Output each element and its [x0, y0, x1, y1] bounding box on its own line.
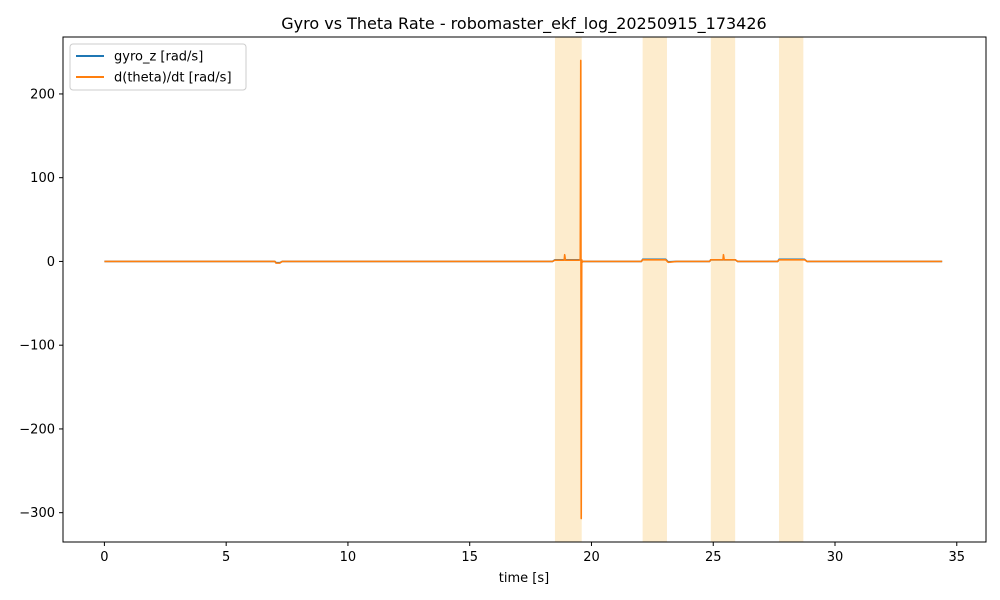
x-tick-label: 10 [340, 550, 357, 565]
y-tick-label: −300 [19, 506, 55, 521]
x-tick-label: 30 [827, 550, 844, 565]
highlight-band-3 [710, 37, 736, 542]
x-tick-label: 5 [222, 550, 230, 565]
y-tick-label: 0 [47, 255, 55, 270]
y-tick-label: −100 [19, 339, 55, 354]
x-tick-label: 35 [949, 550, 966, 565]
x-tick-label: 0 [100, 550, 108, 565]
legend-label-2: d(theta)/dt [rad/s] [114, 71, 232, 86]
plot-area [62, 36, 987, 543]
x-tick-label: 15 [461, 550, 478, 565]
y-tick-label: 100 [30, 171, 55, 186]
highlight-band-1 [554, 37, 582, 542]
x-axis-label: time [s] [499, 571, 549, 586]
y-tick-label: 200 [30, 87, 55, 102]
axes-frame [62, 36, 987, 543]
series-line-2 [104, 59, 943, 520]
highlight-band-2 [642, 37, 667, 542]
highlight-band-4 [778, 37, 804, 542]
chart-title: Gyro vs Theta Rate - robomaster_ekf_log_… [281, 14, 766, 34]
y-axis-ticks: −300 −200 −100 0 100 200 [19, 87, 63, 521]
legend[interactable]: gyro_z [rad/s] d(theta)/dt [rad/s] [69, 43, 247, 91]
x-axis-ticks: 0 5 10 15 20 25 30 35 [100, 542, 965, 565]
series-lines [104, 59, 943, 520]
legend-label-1: gyro_z [rad/s] [114, 50, 203, 65]
y-tick-label: −200 [19, 422, 55, 437]
x-tick-label: 20 [583, 550, 600, 565]
x-tick-label: 25 [705, 550, 722, 565]
highlight-bands [554, 37, 804, 542]
legend-box [69, 43, 247, 91]
